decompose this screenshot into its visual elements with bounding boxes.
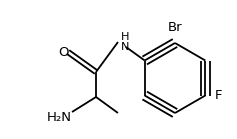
Text: F: F (214, 89, 222, 102)
Text: O: O (58, 45, 68, 59)
Text: H₂N: H₂N (46, 111, 72, 123)
Text: H
N: H N (121, 32, 129, 52)
Text: Br: Br (168, 21, 182, 34)
